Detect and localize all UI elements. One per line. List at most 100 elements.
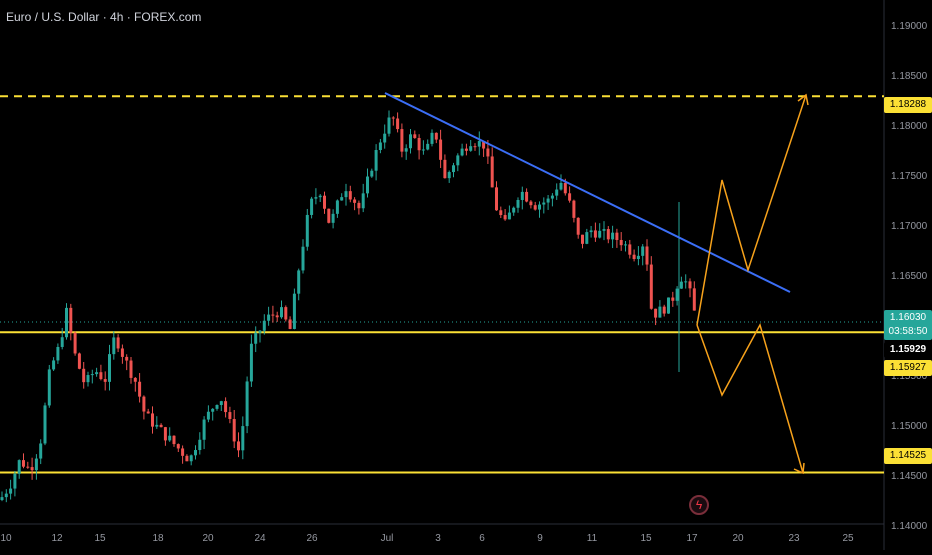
- candle-body: [284, 307, 288, 320]
- candle-body: [452, 165, 455, 173]
- candle-body: [318, 195, 322, 198]
- candle-body: [185, 455, 189, 462]
- candle-body: [568, 193, 572, 201]
- candle-body: [525, 191, 529, 202]
- candle-body: [400, 129, 404, 152]
- candle-body: [146, 411, 150, 414]
- candle-body: [383, 133, 387, 143]
- candle-body: [116, 337, 120, 349]
- candle-body: [439, 139, 443, 160]
- candle-body: [576, 217, 580, 235]
- candle-body: [280, 307, 283, 318]
- bullish-scenario-path: [696, 94, 807, 326]
- candle-body: [60, 337, 64, 347]
- y-tick-label: 1.14000: [891, 521, 928, 532]
- lightning-icon[interactable]: ϟ: [689, 495, 709, 515]
- candle-body: [684, 281, 688, 283]
- candle-body: [615, 232, 619, 240]
- candle-body: [464, 148, 468, 151]
- candle-body: [353, 199, 357, 203]
- y-tick-label: 1.18500: [891, 71, 928, 82]
- candle-body: [516, 199, 520, 208]
- y-tick-label: 1.16500: [891, 271, 928, 282]
- candle-body: [56, 346, 60, 361]
- candle-body: [39, 443, 43, 459]
- candle-body: [125, 356, 129, 361]
- y-tick-label: 1.15500: [891, 371, 928, 382]
- candle-body: [17, 460, 21, 474]
- x-tick-label: 15: [94, 533, 106, 544]
- candle-body: [499, 210, 503, 216]
- y-tick-label: 1.14500: [891, 471, 928, 482]
- support-upper-price-label: 1.15927: [884, 360, 932, 376]
- candle-body: [434, 132, 438, 140]
- candle-body: [314, 197, 318, 199]
- candle-body: [112, 337, 116, 355]
- candle-body: [215, 405, 219, 409]
- candle-body: [533, 205, 537, 210]
- candle-body: [4, 493, 8, 498]
- candle-body: [172, 435, 176, 445]
- candle-body: [267, 314, 271, 321]
- support-lower-price-label: 1.14525: [884, 448, 932, 464]
- candle-body: [258, 330, 262, 333]
- countdown-label: 03:58:50: [884, 324, 932, 340]
- candle-body: [288, 319, 292, 329]
- candle-body: [327, 208, 331, 223]
- x-tick-label: 26: [306, 533, 318, 544]
- candle-body: [421, 149, 425, 151]
- candle-body: [692, 288, 696, 311]
- candle-body: [163, 427, 167, 441]
- x-tick-label: 20: [732, 533, 744, 544]
- candle-body: [22, 460, 25, 467]
- candle-body: [292, 293, 296, 329]
- candle-body: [206, 411, 210, 420]
- candle-body: [82, 368, 86, 383]
- candle-body: [159, 424, 163, 428]
- candle-body: [649, 264, 653, 309]
- candle-body: [310, 198, 314, 215]
- candle-body: [211, 408, 215, 412]
- candle-body: [469, 146, 473, 151]
- candle-body: [237, 441, 240, 451]
- candle-body: [542, 202, 546, 205]
- candle-body: [538, 204, 541, 210]
- bid-price-label: 1.15929: [884, 342, 932, 358]
- candle-body: [254, 332, 258, 344]
- candle-body: [529, 201, 533, 206]
- candle-body: [563, 182, 567, 194]
- resistance-price-label: 1.18288: [884, 97, 932, 113]
- candle-body: [662, 306, 666, 314]
- x-tick-label: 9: [537, 533, 543, 544]
- candle-body: [426, 143, 430, 150]
- candle-body: [52, 360, 56, 370]
- candle-body: [667, 297, 670, 314]
- candle-body: [344, 191, 348, 198]
- candle-body: [69, 307, 73, 333]
- x-tick-label: 10: [0, 533, 12, 544]
- candle-body: [404, 148, 408, 152]
- x-tick-label: 24: [254, 533, 266, 544]
- chart-title: Euro / U.S. Dollar · 4h · FOREX.com: [6, 10, 202, 24]
- x-tick-label: 6: [479, 533, 485, 544]
- candle-body: [99, 372, 103, 380]
- candle-body: [641, 246, 645, 256]
- candle-body: [675, 288, 679, 301]
- x-tick-label: 23: [788, 533, 800, 544]
- candle-body: [658, 306, 662, 318]
- candle-body: [546, 198, 550, 203]
- candle-body: [520, 191, 524, 200]
- candle-body: [176, 444, 180, 449]
- candle-body: [232, 419, 236, 442]
- x-tick-label: 3: [435, 533, 441, 544]
- candle-body: [241, 426, 245, 451]
- candle-body: [155, 424, 159, 427]
- candle-body: [654, 308, 658, 318]
- candle-body: [477, 141, 481, 147]
- candle-body: [555, 189, 559, 196]
- candle-body: [417, 137, 421, 151]
- candle-body: [413, 134, 417, 138]
- candle-body: [108, 354, 111, 382]
